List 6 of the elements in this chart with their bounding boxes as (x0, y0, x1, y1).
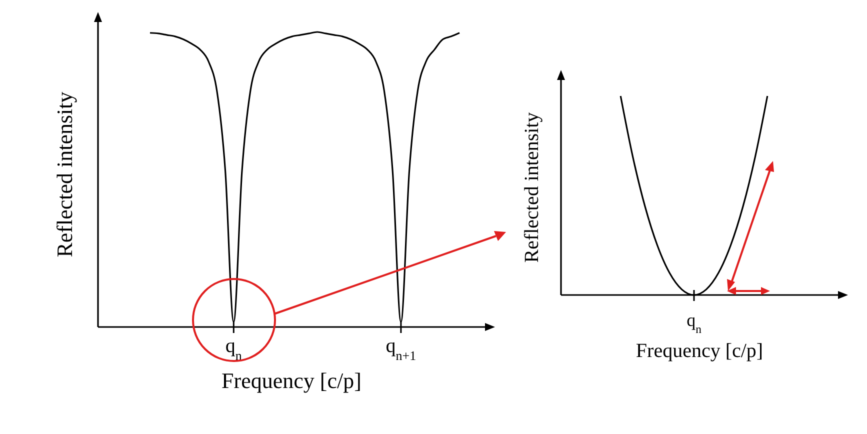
y-axis-title: Reflected intensity (52, 92, 77, 258)
y-axis-title: Reflected intensity (521, 112, 543, 263)
x-axis-title: Frequency [c/p] (222, 368, 362, 393)
text: q$_{n}$ (686, 310, 702, 336)
x-axis-title: Frequency [c/p] (636, 340, 764, 362)
x-tick-label: q$_{n+1}$ (386, 335, 416, 362)
